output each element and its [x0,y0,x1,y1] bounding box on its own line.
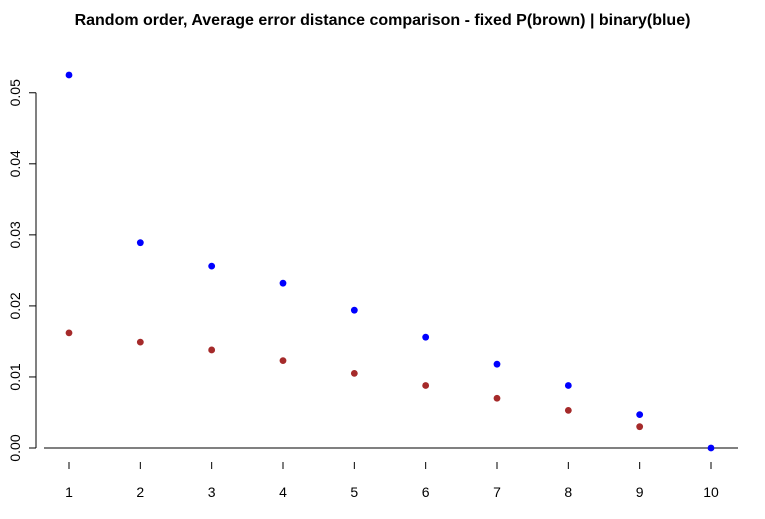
data-point [493,360,501,368]
data-point [636,411,644,419]
x-tick-label: 5 [350,484,358,500]
x-tick-label: 3 [208,484,216,500]
x-tick-label: 2 [136,484,144,500]
data-point [208,346,216,354]
data-point [493,394,501,402]
data-points [65,71,715,452]
data-point [350,370,358,377]
y-tick-label: 0.01 [7,363,23,390]
x-tick-label: 7 [493,484,501,500]
data-point [65,71,73,79]
y-tick-label: 0.05 [7,79,23,106]
data-point [422,333,430,341]
axes: 1 2 3 4 5 6 7 8 9 10 0.00 0.01 0.02 0.03 0.04 0.05 [7,79,738,500]
data-point [136,338,144,346]
chart-title: Random order, Average error distance com… [74,12,691,29]
y-tick-label: 0.03 [7,221,23,248]
x-tick-label: 8 [564,484,572,500]
x-tick-label: 1 [65,484,73,500]
data-point [136,239,144,247]
data-point [636,423,644,431]
data-point [422,382,430,389]
x-tick-label: 10 [703,484,719,500]
data-point [279,279,287,287]
y-tick-label: 0.04 [7,150,23,177]
x-tick-label: 6 [422,484,430,500]
x-tick-label: 9 [636,484,644,500]
data-point [65,329,73,337]
data-point [279,357,287,365]
x-tick-label: 4 [279,484,287,500]
data-point [208,262,216,270]
data-point [564,382,572,389]
data-point [707,444,715,452]
y-tick-label: 0.02 [7,292,23,319]
data-point [350,306,358,314]
data-point [564,406,572,414]
y-tick-label: 0.00 [7,434,23,461]
